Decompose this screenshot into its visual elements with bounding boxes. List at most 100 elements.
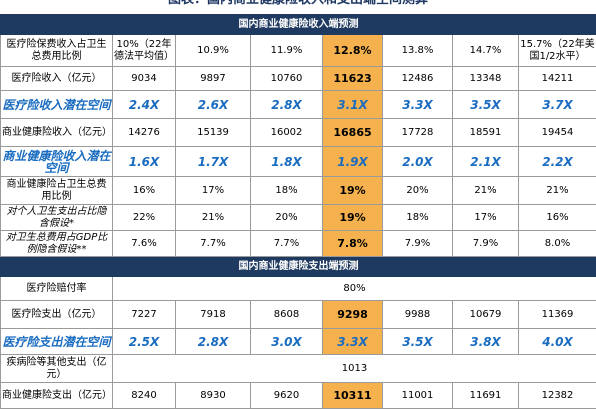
cell: 2.6X	[176, 91, 251, 119]
cell: 80%	[113, 277, 596, 301]
cell: 9034	[113, 67, 176, 91]
cell: 14276	[113, 119, 176, 147]
cell: 1013	[113, 355, 596, 383]
cell: 11623	[323, 67, 383, 91]
cell: 7918	[176, 301, 251, 329]
cell: 21%	[453, 177, 519, 205]
row-label: 医疗险收入潜在空间	[1, 91, 113, 119]
section-header-row: 国内商业健康险支出端预测	[1, 257, 596, 277]
section-header-row: 国内商业健康险收入端预测	[1, 15, 596, 35]
cell: 9298	[323, 301, 383, 329]
table-row: 疾病险等其他支出（亿元）1013	[1, 355, 596, 383]
cell: 3.5X	[383, 329, 453, 355]
cell: 16%	[113, 177, 176, 205]
cell: 15.7%（22年美国1/2水平）	[519, 35, 596, 67]
cell: 11369	[519, 301, 596, 329]
row-label: 医疗险保费收入占卫生总费用比例	[1, 35, 113, 67]
cell: 18%	[251, 177, 323, 205]
title: 图表：国内商业健康险收入和支出端空间测算	[0, 0, 596, 8]
cell: 19%	[323, 205, 383, 231]
row-label: 对个人卫生支出占比隐含假设*	[1, 205, 113, 231]
cell: 7.8%	[323, 231, 383, 257]
cell: 10760	[251, 67, 323, 91]
cell: 10679	[453, 301, 519, 329]
cell: 14211	[519, 67, 596, 91]
cell: 2.8X	[176, 329, 251, 355]
cell: 20%	[383, 177, 453, 205]
cell: 13348	[453, 67, 519, 91]
cell: 1.7X	[176, 147, 251, 177]
row-label: 医疗险赔付率	[1, 277, 113, 301]
cell: 14.7%	[453, 35, 519, 67]
cell: 3.5X	[453, 91, 519, 119]
cell: 2.1X	[453, 147, 519, 177]
cell: 2.5X	[113, 329, 176, 355]
row-label: 医疗险支出（亿元）	[1, 301, 113, 329]
row-label: 疾病险等其他支出（亿元）	[1, 355, 113, 383]
cell: 9988	[383, 301, 453, 329]
cell: 3.7X	[519, 91, 596, 119]
cell: 1.9X	[323, 147, 383, 177]
row-label: 对卫生总费用占GDP比例隐含假设**	[1, 231, 113, 257]
cell: 10.9%	[176, 35, 251, 67]
cell: 2.4X	[113, 91, 176, 119]
row-label: 商业健康险收入（亿元）	[1, 119, 113, 147]
cell: 7227	[113, 301, 176, 329]
cell: 3.1X	[323, 91, 383, 119]
cell: 16865	[323, 119, 383, 147]
cell: 7.7%	[251, 231, 323, 257]
cell: 17%	[176, 177, 251, 205]
table-row: 对个人卫生支出占比隐含假设*22%21%20%19%18%17%16%	[1, 205, 596, 231]
row-label: 医疗险支出潜在空间	[1, 329, 113, 355]
cell: 21%	[176, 205, 251, 231]
cell: 9897	[176, 67, 251, 91]
cell: 7.7%	[176, 231, 251, 257]
cell: 19454	[519, 119, 596, 147]
cell: 16002	[251, 119, 323, 147]
cell: 7.9%	[453, 231, 519, 257]
cell: 12.8%	[323, 35, 383, 67]
cell: 17728	[383, 119, 453, 147]
section-header: 国内商业健康险收入端预测	[1, 15, 596, 35]
cell: 3.3X	[383, 91, 453, 119]
cell: 12486	[383, 67, 453, 91]
cell: 4.0X	[519, 329, 596, 355]
row-label: 商业健康险占卫生总费用比例	[1, 177, 113, 205]
section-header: 国内商业健康险支出端预测	[1, 257, 596, 277]
cell: 1.6X	[113, 147, 176, 177]
cell: 7.6%	[113, 231, 176, 257]
cell: 8.0%	[519, 231, 596, 257]
cell: 2.2X	[519, 147, 596, 177]
cell: 16%	[519, 205, 596, 231]
cell: 18%	[383, 205, 453, 231]
cell: 15139	[176, 119, 251, 147]
cell: 2.0X	[383, 147, 453, 177]
cell: 17%	[453, 205, 519, 231]
table-row: 对卫生总费用占GDP比例隐含假设**7.6%7.7%7.7%7.8%7.9%7.…	[1, 231, 596, 257]
cell: 8608	[251, 301, 323, 329]
cell: 22%	[113, 205, 176, 231]
cell: 3.8X	[453, 329, 519, 355]
cell: 1.8X	[251, 147, 323, 177]
cell: 20%	[251, 205, 323, 231]
cell: 19%	[323, 177, 383, 205]
cell: 7.9%	[383, 231, 453, 257]
cell: 18591	[453, 119, 519, 147]
cell: 3.3X	[323, 329, 383, 355]
cell: 10%（22年德法平均值）	[113, 35, 176, 67]
row-label: 商业健康险收入潜在空间	[1, 147, 113, 177]
cell: 21%	[519, 177, 596, 205]
cell: 11.9%	[251, 35, 323, 67]
cell: 2.8X	[251, 91, 323, 119]
